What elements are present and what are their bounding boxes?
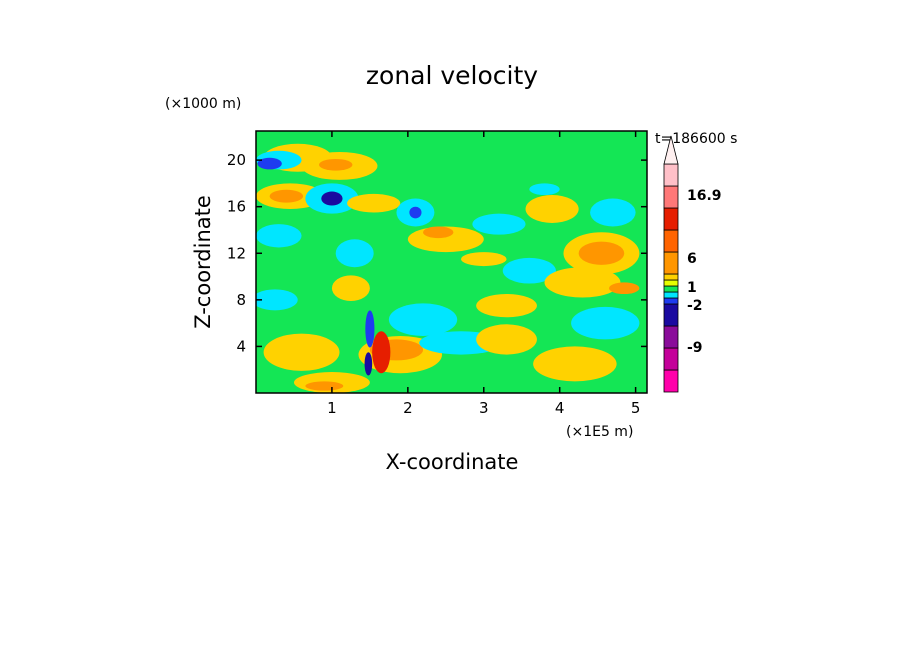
- chart-title: zonal velocity: [366, 61, 538, 90]
- time-label: t=186600 s: [655, 131, 737, 147]
- contour-feature-11: [409, 206, 422, 219]
- y-tick-label: 8: [236, 291, 246, 309]
- colorbar-swatch: [663, 347, 679, 371]
- x-axis-title: X-coordinate: [386, 450, 519, 474]
- contour-fields: [256, 143, 640, 393]
- contour-feature-31: [525, 195, 579, 223]
- colorbar-swatch: [663, 163, 679, 187]
- y-axis: 4 8 12 16 20: [227, 151, 647, 355]
- x-tick-label: 1: [327, 399, 337, 417]
- contour-feature-9: [347, 193, 401, 213]
- x-tick-label: 4: [555, 399, 565, 417]
- x-unit-label: (×1E5 m): [566, 424, 633, 440]
- contour-feature-17: [256, 289, 298, 311]
- colorbar-swatch: [663, 207, 679, 231]
- contour-feature-19: [331, 275, 370, 302]
- colorbar-swatch: [663, 325, 679, 349]
- y-tick-label: 4: [236, 337, 246, 355]
- contour-feature-23: [372, 331, 391, 374]
- contour-feature-29: [305, 381, 344, 391]
- contour-feature-8: [319, 158, 353, 171]
- plot-area: [255, 130, 648, 394]
- y-axis-title: Z-coordinate: [191, 195, 215, 329]
- contour-feature-6: [321, 191, 343, 206]
- colorbar-swatch: [663, 291, 679, 299]
- colorbar-extend-arrow: [663, 135, 679, 165]
- y-tick-label: 20: [227, 151, 246, 169]
- colorbar-label: 1: [687, 280, 697, 296]
- colorbar-swatch: [663, 303, 679, 327]
- y-unit-label: (×1000 m): [165, 96, 241, 112]
- contour-feature-24: [365, 310, 375, 348]
- colorbar-label: -9: [687, 340, 703, 356]
- contour-feature-4: [269, 189, 304, 203]
- contour-feature-30: [502, 257, 556, 284]
- contour-feature-35: [578, 241, 625, 265]
- plot-frame: [255, 130, 648, 394]
- contour-feature-18: [263, 333, 340, 371]
- colorbar-swatch: [663, 369, 679, 393]
- contour-feature-14: [460, 252, 507, 267]
- contour-feature-33: [472, 213, 526, 235]
- colorbar-swatch: [663, 185, 679, 209]
- contour-feature-41: [476, 294, 537, 318]
- contour-feature-13: [423, 226, 454, 239]
- contour-feature-2: [257, 157, 282, 170]
- contour-feature-15: [256, 224, 302, 248]
- contour-feature-16: [335, 239, 374, 268]
- colorbar-swatch: [663, 273, 679, 281]
- colorbar: 16.9 6 1 -2 -9: [663, 135, 722, 393]
- colorbar-label: 6: [687, 251, 697, 267]
- contour-feature-32: [529, 183, 560, 196]
- contour-feature-36: [590, 198, 636, 227]
- contour-feature-37: [544, 267, 621, 298]
- y-tick-label: 16: [227, 198, 246, 216]
- contour-feature-38: [571, 306, 640, 340]
- x-axis: 1 2 3 4 5: [327, 131, 640, 417]
- colorbar-swatch: [663, 279, 679, 287]
- colorbar-swatch: [663, 229, 679, 253]
- colorbar-label: -2: [687, 298, 703, 314]
- colorbar-swatch: [663, 251, 679, 275]
- x-tick-label: 2: [403, 399, 413, 417]
- contour-feature-39: [533, 346, 617, 382]
- contour-feature-25: [364, 352, 373, 376]
- colorbar-label: 16.9: [687, 188, 722, 204]
- colorbar-swatch: [663, 297, 679, 305]
- contour-feature-20: [388, 303, 458, 336]
- colorbar-swatch: [663, 285, 679, 293]
- x-tick-label: 5: [631, 399, 641, 417]
- contour-feature-40: [609, 282, 640, 295]
- x-tick-label: 3: [479, 399, 489, 417]
- y-tick-label: 12: [227, 244, 246, 262]
- contour-feature-27: [476, 324, 537, 355]
